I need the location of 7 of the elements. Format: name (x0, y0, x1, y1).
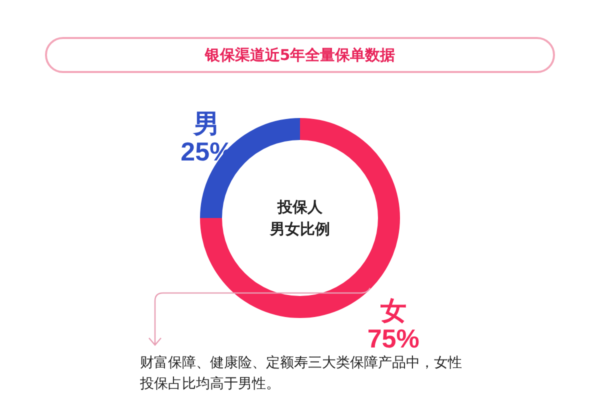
text: 财富保障、健康险、定额寿三大类保障产品中，女性投保占比均高于男性。 (140, 354, 463, 394)
slice-label: 男 (192, 108, 220, 139)
data-label: 75% (367, 323, 420, 354)
chart-title: 银保渠道近5年全量保单数据 (45, 37, 555, 73)
text: 投保人 (276, 199, 324, 216)
slice-label: 女 (379, 295, 406, 326)
text: 男女比例 (269, 221, 330, 238)
